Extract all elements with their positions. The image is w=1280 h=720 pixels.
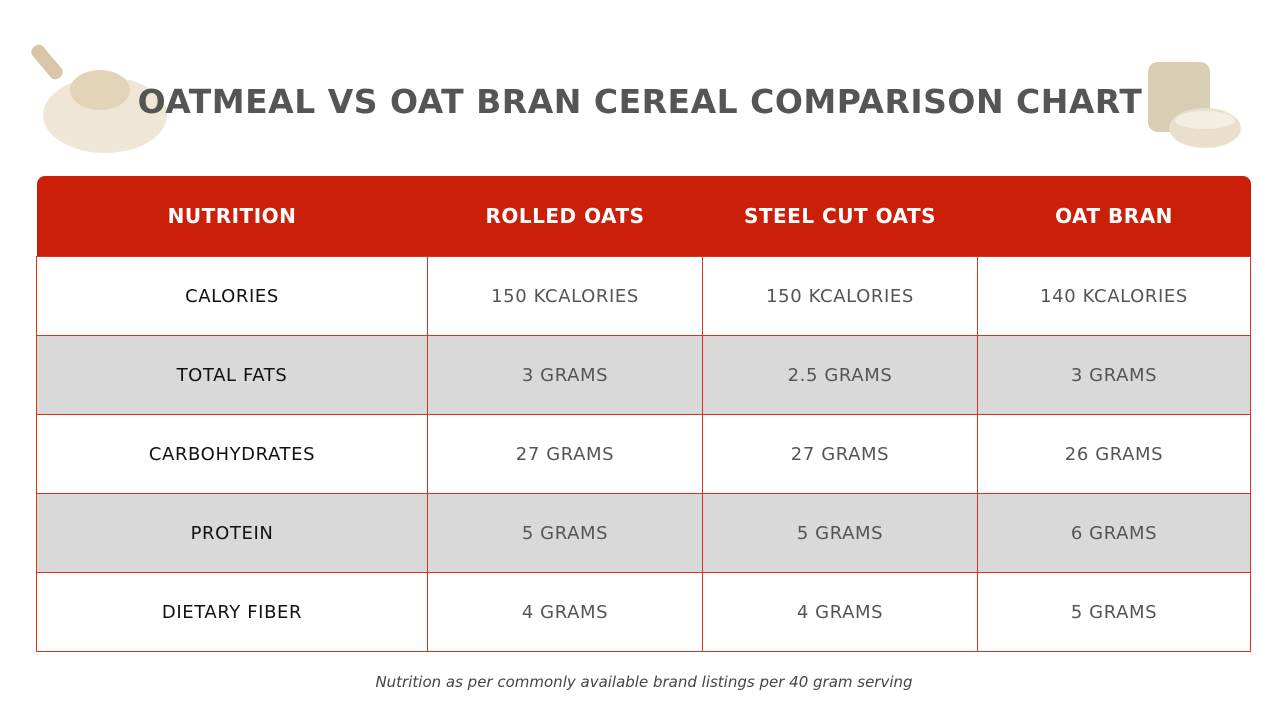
- cell: 5 GRAMS: [702, 493, 978, 573]
- row-label: TOTAL FATS: [36, 335, 428, 415]
- row-label: PROTEIN: [36, 493, 428, 573]
- table-row: TOTAL FATS 3 GRAMS 2.5 GRAMS 3 GRAMS: [36, 335, 1251, 415]
- column-header: NUTRITION: [36, 176, 428, 257]
- header-row: NUTRITION ROLLED OATS STEEL CUT OATS OAT BR…: [36, 176, 1251, 257]
- cell: 4 GRAMS: [702, 572, 978, 652]
- table-body: CALORIES 150 KCALORIES 150 KCALORIES 140 KC…: [36, 256, 1251, 652]
- decoration: [31, 44, 1241, 153]
- table-row: CALORIES 150 KCALORIES 150 KCALORIES 140 KC…: [36, 256, 1251, 336]
- row-label: DIETARY FIBER: [36, 572, 428, 652]
- table-row: CARBOHYDRATES 27 GRAMS 27 GRAMS 26 GRAMS: [36, 414, 1251, 494]
- bowl-oats: [1175, 111, 1235, 129]
- row-label: CALORIES: [36, 256, 428, 336]
- cell: 6 GRAMS: [977, 493, 1251, 573]
- cell: 150 KCALORIES: [702, 256, 978, 336]
- comparison-table: NUTRITION ROLLED OATS STEEL CUT OATS OAT BR…: [36, 176, 1251, 652]
- cell: 3 GRAMS: [977, 335, 1251, 415]
- scoop-handle: [31, 44, 63, 80]
- title: OATMEAL VS OAT BRAN CEREAL COMPARISON CH…: [137, 82, 1143, 121]
- cell: 27 GRAMS: [702, 414, 978, 494]
- footnote: Nutrition as per commonly available bran…: [375, 673, 913, 691]
- cell: 3 GRAMS: [427, 335, 703, 415]
- column-header: ROLLED OATS: [427, 176, 703, 257]
- table-row: PROTEIN 5 GRAMS 5 GRAMS 6 GRAMS: [36, 493, 1251, 573]
- cell: 2.5 GRAMS: [702, 335, 978, 415]
- cell: 140 KCALORIES: [977, 256, 1251, 336]
- cell: 5 GRAMS: [427, 493, 703, 573]
- row-label: CARBOHYDRATES: [36, 414, 428, 494]
- cell: 4 GRAMS: [427, 572, 703, 652]
- column-header: STEEL CUT OATS: [702, 176, 978, 257]
- cell: 150 KCALORIES: [427, 256, 703, 336]
- scoop: [70, 70, 130, 110]
- cell: 26 GRAMS: [977, 414, 1251, 494]
- table-row: DIETARY FIBER 4 GRAMS 4 GRAMS 5 GRAMS: [36, 572, 1251, 652]
- column-header: OAT BRAN: [977, 176, 1251, 257]
- cell: 5 GRAMS: [977, 572, 1251, 652]
- cell: 27 GRAMS: [427, 414, 703, 494]
